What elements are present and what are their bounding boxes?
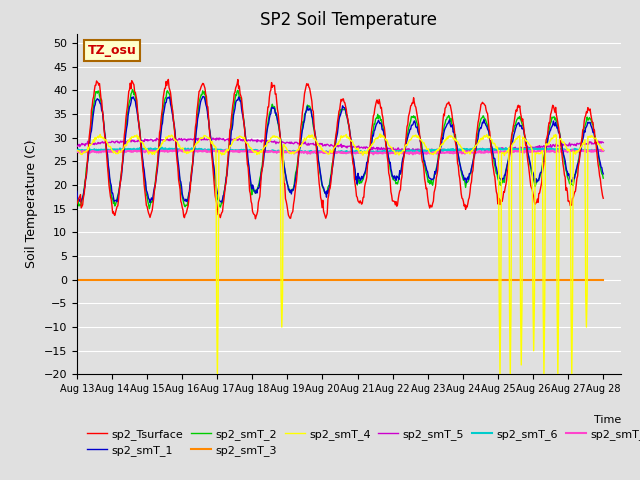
Legend: sp2_Tsurface, sp2_smT_1, sp2_smT_2, sp2_smT_3, sp2_smT_4, sp2_smT_5, sp2_smT_6, : sp2_Tsurface, sp2_smT_1, sp2_smT_2, sp2_… (83, 424, 640, 460)
Text: TZ_osu: TZ_osu (88, 44, 136, 57)
Y-axis label: Soil Temperature (C): Soil Temperature (C) (25, 140, 38, 268)
Text: Time: Time (593, 415, 621, 425)
Title: SP2 Soil Temperature: SP2 Soil Temperature (260, 11, 437, 29)
